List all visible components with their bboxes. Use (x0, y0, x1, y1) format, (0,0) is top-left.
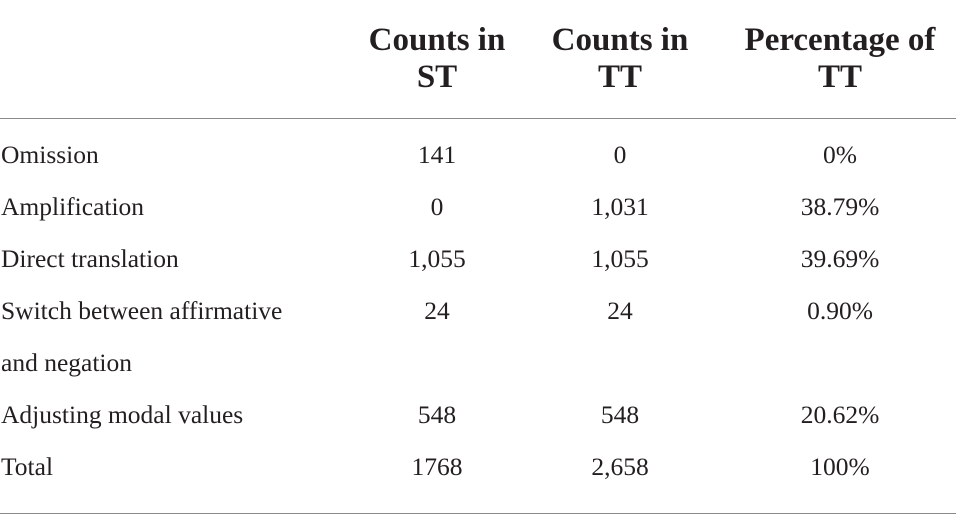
table-header: Counts in ST Counts in TT Percentage of … (0, 0, 956, 119)
cell-counts-tt: 1,031 (591, 192, 649, 221)
cell-percentage-tt: 39.69% (800, 244, 880, 273)
cell-counts-tt: 0 (613, 140, 627, 169)
cell-counts-st: 0 (430, 192, 444, 221)
header-row: Counts in ST Counts in TT Percentage of … (0, 0, 956, 119)
cell-percentage-tt: 0% (823, 140, 857, 169)
row-label-text: Amplification (1, 192, 145, 221)
row-label: Amplification (0, 181, 358, 233)
table-row-omission: Omission 141 0 0% (0, 119, 956, 182)
cell-counts-tt: 1,055 (591, 244, 649, 273)
row-label-text: Direct translation (1, 244, 179, 273)
cell-counts-st: 548 (417, 400, 457, 429)
header-counts-in-st-line1: Counts in (368, 22, 506, 58)
cell-percentage-tt: 100% (724, 441, 956, 514)
header-counts-in-tt-line1: Counts in (551, 22, 689, 58)
header-counts-in-tt: Counts in TT (516, 0, 724, 119)
cell-counts-st: 1768 (358, 441, 516, 514)
table-row-direct-translation: Direct translation 1,055 1,055 39.69% (0, 233, 956, 285)
header-percentage-of-tt: Percentage of TT (724, 0, 956, 119)
header-percentage-of-tt-line2: TT (817, 59, 863, 95)
table-row-amplification: Amplification 0 1,031 38.79% (0, 181, 956, 233)
row-label-text: Adjusting modal values (1, 400, 244, 429)
cell-counts-tt: 24 (607, 296, 633, 325)
table-body: Omission 141 0 0% Amplification 0 1,031 … (0, 119, 956, 514)
cell-counts-st: 24 (424, 296, 450, 325)
row-label-text: Total (1, 452, 54, 481)
row-label: Direct translation (0, 233, 358, 285)
table-row-adjusting-modal-values: Adjusting modal values 548 548 20.62% (0, 389, 956, 441)
table-row-total: Total 1768 2,658 100% (0, 441, 956, 514)
row-label: Adjusting modal values (0, 389, 358, 441)
row-label: Omission (0, 119, 358, 182)
header-counts-in-st-line2: ST (416, 59, 458, 95)
cell-counts-tt: 2,658 (516, 441, 724, 514)
row-label-text-line2: and negation (1, 348, 132, 377)
cell-counts-tt: 548 (600, 400, 640, 429)
cell-counts-st: 1,055 (408, 244, 466, 273)
cell-percentage-tt: 0.90% (807, 296, 873, 325)
header-counts-in-tt-line2: TT (597, 59, 643, 95)
row-label: Total (0, 441, 358, 514)
header-blank-cell (0, 0, 358, 119)
header-percentage-of-tt-line1: Percentage of (744, 22, 936, 58)
header-counts-in-st: Counts in ST (358, 0, 516, 119)
row-label-text: Omission (1, 140, 99, 169)
cell-percentage-tt: 38.79% (800, 192, 880, 221)
table-row-switch-affirmative-negation: Switch between affirmative and negation … (0, 285, 956, 389)
cell-counts-st: 141 (417, 140, 457, 169)
row-label-text-line1: Switch between affirmative (1, 296, 283, 325)
row-label: Switch between affirmative and negation (0, 285, 358, 389)
cell-percentage-tt: 20.62% (800, 400, 880, 429)
